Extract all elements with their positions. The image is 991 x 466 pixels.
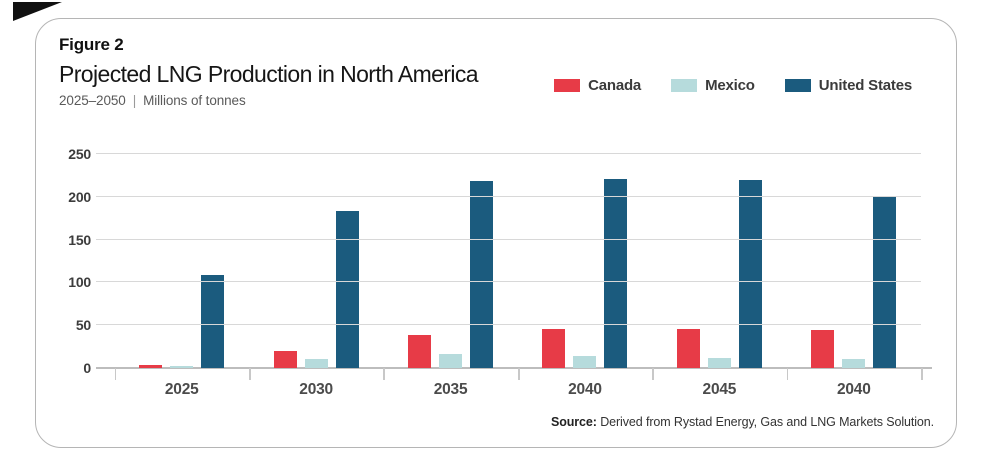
bar-mexico — [170, 366, 194, 368]
y-axis-tick-label: 200 — [68, 188, 91, 205]
bars-area: 2025 2030 2035 2040 2045 2040 — [115, 154, 922, 398]
x-axis-tick — [383, 368, 386, 380]
bar-united-states — [738, 179, 762, 368]
bar-canada — [273, 350, 297, 368]
x-axis-tick — [248, 368, 251, 380]
chart-subtitle: 2025–2050 | Millions of tonnes — [59, 93, 478, 108]
bar-canada — [542, 329, 566, 368]
legend-label: United States — [818, 77, 912, 94]
source-label: Source: — [550, 415, 597, 429]
bar-united-states — [201, 274, 225, 368]
subtitle-range: 2025–2050 — [59, 93, 126, 108]
bar-mexico — [439, 354, 463, 368]
x-axis-tick — [652, 368, 654, 380]
x-axis-tick — [786, 368, 789, 380]
y-axis-tick-label: 50 — [75, 317, 91, 334]
legend-label: Canada — [588, 77, 642, 94]
legend-item-mexico: Mexico — [671, 77, 755, 94]
subtitle-divider: | — [132, 93, 137, 108]
y-axis-tick-label: 100 — [68, 274, 91, 291]
gridline — [96, 153, 921, 154]
y-axis-tick-label: 250 — [68, 146, 91, 162]
legend-swatch-icon — [554, 79, 581, 92]
gridline — [96, 238, 921, 240]
source-note: Source: Derived from Rystad Energy, Gas … — [551, 415, 934, 429]
bar-group-2030: 2030 — [249, 154, 383, 398]
figure-label: Figure 2 — [59, 35, 124, 54]
x-axis-line — [96, 366, 932, 369]
plot-area: 2025 2030 2035 2040 2045 2040 — [96, 153, 932, 398]
bar-united-states — [470, 180, 494, 368]
bar-canada — [408, 335, 432, 368]
y-axis-tick-label: 0 — [83, 360, 91, 376]
chart-legend: Canada Mexico United States — [554, 77, 912, 94]
bar-united-states — [604, 178, 628, 368]
x-axis-category-label: 2040 — [568, 381, 602, 398]
legend-swatch-icon — [671, 79, 698, 92]
bar-group-2035: 2035 — [383, 154, 517, 398]
legend-swatch-icon — [784, 79, 811, 92]
x-axis-category-label: 2045 — [702, 381, 737, 398]
gridline — [96, 324, 921, 326]
bar-canada — [139, 365, 163, 368]
subtitle-unit: Millions of tonnes — [143, 93, 246, 108]
gridline — [96, 195, 921, 197]
bar-chart: 2025 2030 2035 2040 2045 2040 0 50 100 150 200 250 — [36, 146, 956, 398]
bar-group-2040: 2040 — [518, 154, 652, 398]
legend-item-united-states: United States — [784, 77, 912, 94]
figure-card: Figure 2 Projected LNG Production in Nor… — [35, 18, 957, 448]
bar-mexico — [842, 359, 866, 368]
bar-group-2040: 2040 — [787, 154, 921, 398]
x-axis-tick — [517, 368, 520, 380]
x-axis-category-label: 2030 — [299, 381, 333, 398]
x-axis-category-label: 2025 — [164, 381, 199, 398]
x-axis-category-label: 2040 — [836, 381, 871, 398]
source-text: Derived from Rystad Energy, Gas and LNG … — [596, 415, 934, 429]
bar-group-2025: 2025 — [115, 154, 249, 398]
bar-canada — [676, 329, 700, 368]
bar-mexico — [573, 356, 597, 368]
chart-title: Projected LNG Production in North Americ… — [59, 61, 479, 87]
bar-group-2045: 2045 — [652, 154, 786, 398]
bar-mexico — [707, 357, 731, 368]
bar-united-states — [335, 210, 359, 368]
legend-item-canada: Canada — [554, 77, 641, 94]
x-axis-category-label: 2035 — [433, 381, 468, 398]
bar-mexico — [304, 358, 328, 368]
legend-label: Mexico — [705, 77, 755, 94]
x-axis-tick — [921, 368, 923, 380]
figure-header: Figure 2 Projected LNG Production in Nor… — [59, 35, 479, 108]
x-axis-tick — [114, 368, 117, 380]
bar-canada — [811, 330, 835, 368]
gridline — [96, 281, 921, 283]
y-axis-tick-label: 150 — [68, 231, 91, 248]
